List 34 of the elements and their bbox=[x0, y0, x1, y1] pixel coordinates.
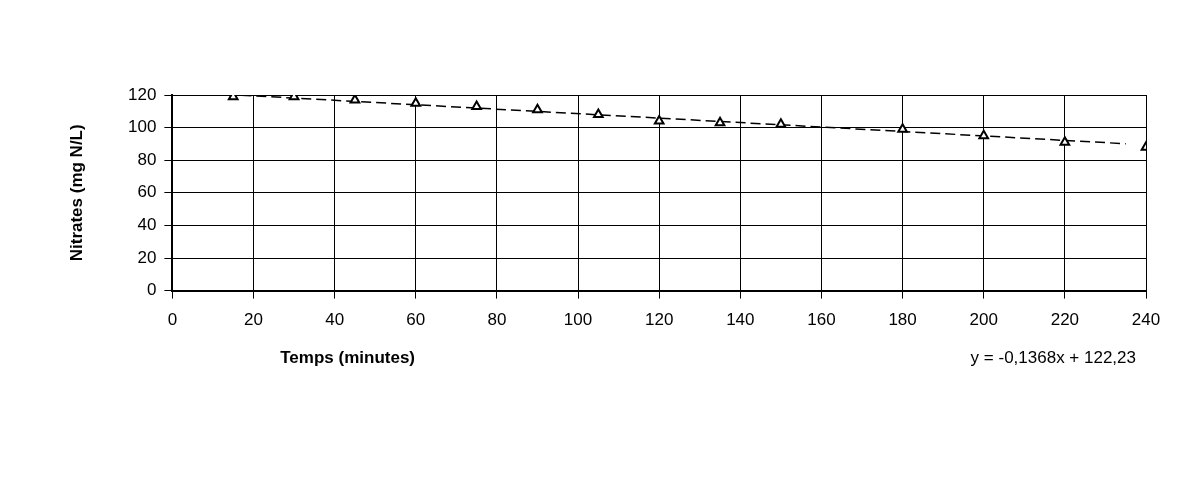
x-tick-label: 120 bbox=[644, 310, 674, 330]
y-tick-label: 80 bbox=[137, 149, 157, 169]
point bbox=[1059, 136, 1071, 146]
y-axis-title: Nitrates (mg N/L) bbox=[67, 124, 87, 262]
y-tick-label: 120 bbox=[127, 84, 157, 104]
x-tick-label: 0 bbox=[167, 310, 178, 330]
x-axis-title: Temps (minutes) bbox=[280, 348, 415, 368]
point bbox=[532, 103, 543, 114]
x-tick-label: 180 bbox=[888, 310, 917, 330]
y-tick-label: 20 bbox=[137, 247, 157, 267]
point bbox=[593, 108, 604, 119]
point bbox=[349, 95, 361, 104]
y-tick-label: 0 bbox=[146, 280, 157, 300]
x-tick-label: 220 bbox=[1050, 310, 1080, 330]
point bbox=[978, 129, 990, 140]
point bbox=[775, 118, 787, 128]
x-tick-label: 80 bbox=[487, 310, 507, 330]
x-tick-label: 60 bbox=[406, 310, 426, 330]
point bbox=[897, 123, 908, 133]
x-tick-label: 100 bbox=[563, 310, 593, 330]
x-tick-label: 160 bbox=[807, 310, 836, 330]
x-tick-label: 200 bbox=[969, 310, 998, 330]
x-tick-label: 40 bbox=[325, 310, 345, 330]
x-tick-label: 20 bbox=[244, 310, 263, 330]
point bbox=[714, 116, 726, 127]
y-tick-label: 60 bbox=[137, 182, 157, 202]
x-tick-label: 140 bbox=[726, 310, 755, 330]
point bbox=[471, 100, 482, 110]
text: y = -0,1368x + 122,23 bbox=[970, 348, 1136, 368]
x-tick-label: 240 bbox=[1131, 310, 1161, 330]
y-tick-label: 100 bbox=[127, 117, 157, 137]
point bbox=[653, 115, 665, 125]
point bbox=[410, 97, 422, 107]
y-tick-label: 40 bbox=[137, 215, 157, 235]
